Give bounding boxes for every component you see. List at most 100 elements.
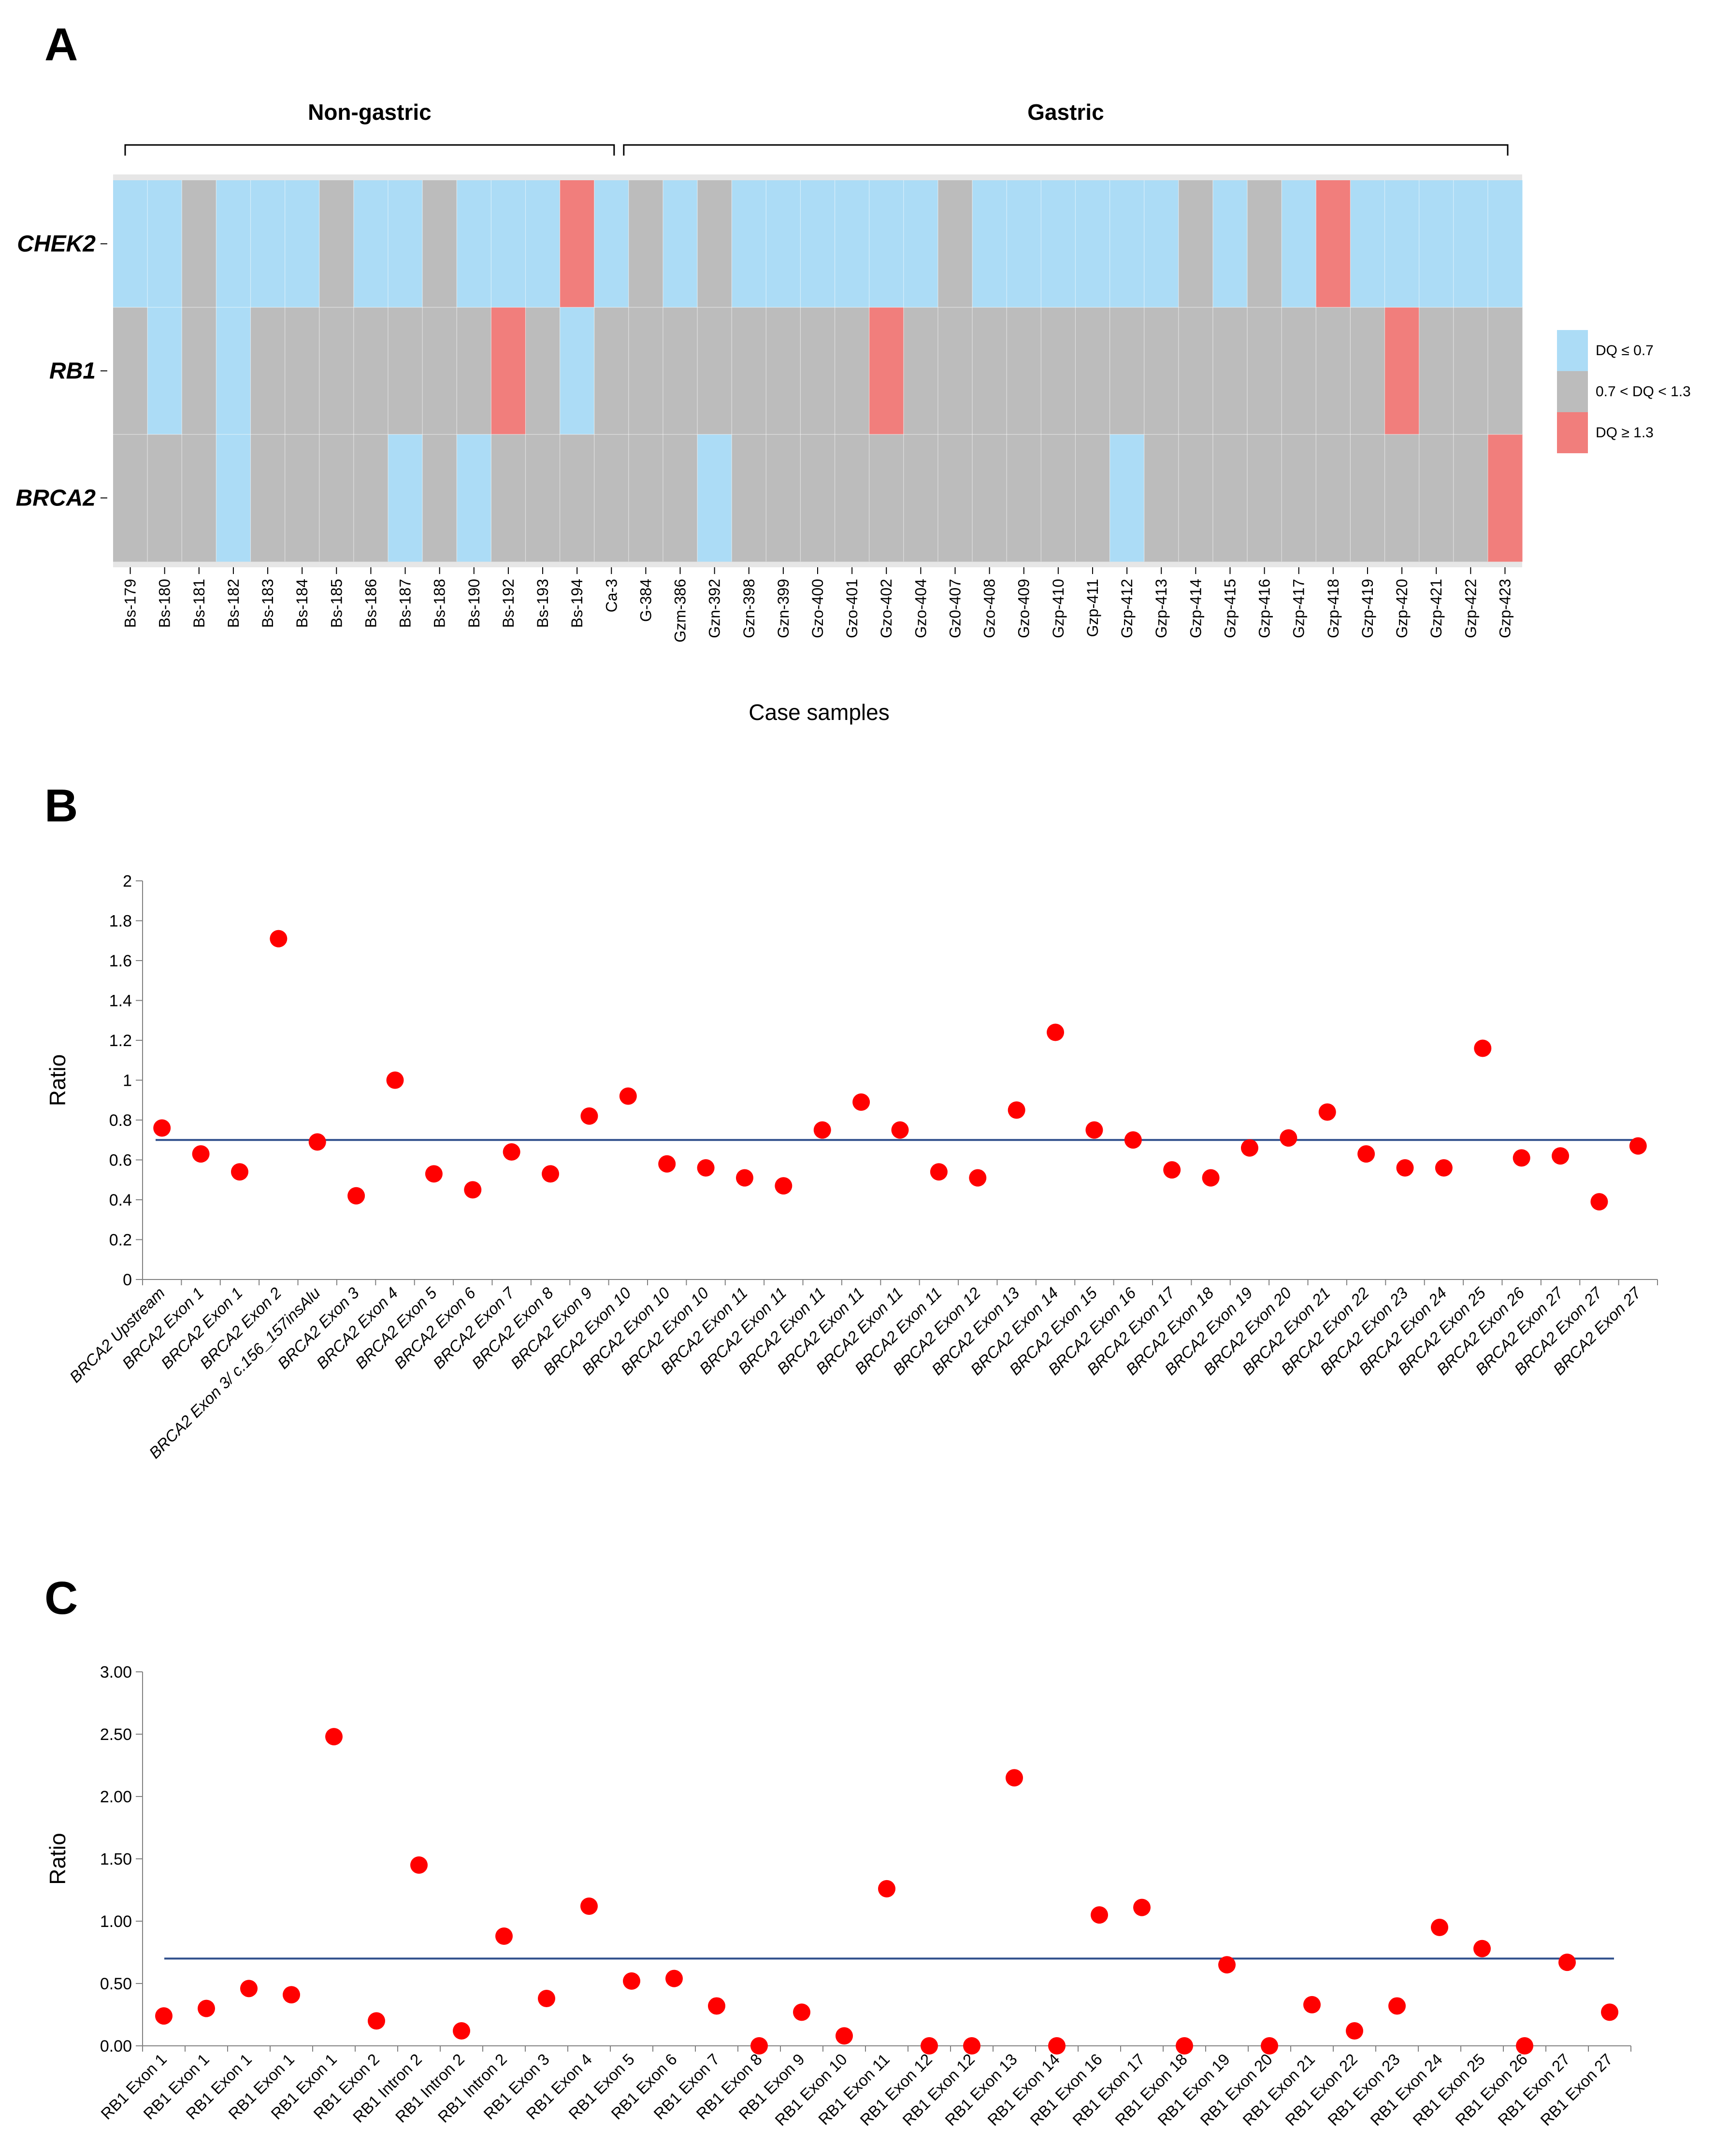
data-point [1357, 1145, 1375, 1163]
y-tick-label: 1.8 [109, 912, 132, 931]
y-tick-label: 2.50 [100, 1725, 132, 1744]
heatmap-cell [1350, 434, 1385, 562]
heatmap-cell [1041, 180, 1076, 308]
heatmap-cell [800, 434, 836, 562]
heatmap-cell [1007, 434, 1041, 562]
heatmap-cell [1316, 180, 1351, 308]
heatmap-groups: Non-gastric Gastric [124, 100, 1509, 156]
data-point [425, 1165, 443, 1183]
data-point [1629, 1137, 1647, 1155]
heatmap-cell [663, 434, 698, 562]
group-bracket [623, 144, 1509, 156]
y-tick-label: 1.2 [109, 1032, 132, 1050]
heatmap-cell [1282, 434, 1316, 562]
heatmap-cell [628, 307, 663, 435]
data-point [1601, 2003, 1618, 2021]
heatmap-cell [560, 434, 595, 562]
panel-b-letter: B [44, 780, 78, 832]
heatmap-cell [422, 434, 457, 562]
heatmap-cell [147, 180, 182, 308]
data-point [453, 2022, 470, 2040]
data-point [1133, 1898, 1151, 1916]
heatmap-column-label: Bs-182 [225, 579, 242, 628]
heatmap-cell [697, 180, 732, 308]
heatmap-cell [1316, 307, 1351, 435]
group-label: Gastric [1027, 100, 1104, 125]
heatmap-column-label: Gzp-419 [1359, 579, 1376, 638]
heatmap-cell [835, 434, 870, 562]
heatmap-column-label: Gzp-423 [1496, 579, 1513, 638]
data-point [623, 1972, 640, 1990]
legend-label: DQ ≤ 0.7 [1596, 343, 1654, 359]
heatmap-cell [525, 307, 561, 435]
heatmap-cell [1144, 307, 1179, 435]
group-bracket [124, 144, 615, 156]
heatmap-cell [1453, 434, 1488, 562]
heatmap-column-label: Gzn-392 [706, 579, 723, 638]
heatmap-column-label: Gzm-386 [672, 579, 689, 643]
heatmap-column-label: Gzo-409 [1015, 579, 1033, 638]
heatmap-column-label: Gzp-414 [1187, 579, 1204, 638]
heatmap-cell [250, 180, 286, 308]
heatmap-cell [353, 434, 389, 562]
data-point [1006, 1769, 1023, 1787]
heatmap-cell [800, 180, 836, 308]
data-point [921, 2037, 938, 2055]
heatmap-column-label: Gzp-420 [1393, 579, 1411, 638]
data-point [1176, 2037, 1193, 2055]
heatmap-column-label: Bs-181 [190, 579, 208, 628]
brca2-y-axis-title: Ratio [45, 1054, 70, 1106]
heatmap-cell [1419, 180, 1454, 308]
heatmap-column-label: Gzo-401 [843, 579, 861, 638]
heatmap-cell [835, 307, 870, 435]
data-point [1218, 1956, 1236, 1974]
data-point [1396, 1159, 1414, 1177]
data-point [1240, 1139, 1258, 1157]
data-point [386, 1071, 404, 1089]
heatmap-cell [1282, 307, 1316, 435]
heatmap-legend: DQ ≤ 0.7 0.7 < DQ < 1.3 DQ ≥ 1.3 [1557, 330, 1691, 453]
heatmap-column-label: Gzp-415 [1221, 579, 1239, 638]
heatmap-column-label: Gzp-422 [1462, 579, 1479, 638]
legend-swatch [1557, 412, 1588, 453]
heatmap-cell [353, 307, 389, 435]
heatmap-cell [560, 307, 595, 435]
legend-swatch [1557, 330, 1588, 371]
y-tick-label: 1 [123, 1072, 132, 1090]
data-point [1047, 1023, 1065, 1041]
heatmap-column-label: Gzo-408 [981, 579, 998, 638]
legend-label: 0.7 < DQ < 1.3 [1596, 384, 1691, 400]
heatmap-column-label: Gzn-399 [775, 579, 792, 638]
heatmap-cell [285, 180, 320, 308]
heatmap-cell [663, 307, 698, 435]
data-point [198, 1999, 215, 2017]
heatmap-cell [182, 180, 216, 308]
data-point [1261, 2037, 1278, 2055]
heatmap-cell [113, 180, 148, 308]
heatmap-cell [1247, 434, 1282, 562]
heatmap-cell [388, 180, 423, 308]
heatmap-cell [1247, 307, 1282, 435]
heatmap-cell [525, 434, 561, 562]
heatmap-cell [732, 180, 766, 308]
data-point [1091, 1906, 1108, 1924]
heatmap-cell [1075, 180, 1110, 308]
heatmap-cell [216, 307, 251, 435]
heatmap-cell [1110, 180, 1145, 308]
heatmap-cell [388, 434, 423, 562]
data-point [542, 1165, 560, 1183]
heatmap-row-label: BRCA2 [16, 486, 96, 511]
data-point [775, 1177, 793, 1195]
data-point [836, 2027, 853, 2045]
heatmap-cell [319, 307, 354, 435]
heatmap-cell [869, 434, 904, 562]
heatmap-column-label: Bs-179 [122, 579, 139, 628]
data-point [580, 1107, 598, 1125]
heatmap-cell [491, 180, 526, 308]
heatmap-cell [594, 180, 629, 308]
heatmap-column-label: G-384 [637, 579, 654, 622]
heatmap-cell [594, 434, 629, 562]
group-label: Non-gastric [308, 100, 432, 125]
heatmap-cell [1247, 180, 1282, 308]
heatmap-cell [766, 180, 801, 308]
